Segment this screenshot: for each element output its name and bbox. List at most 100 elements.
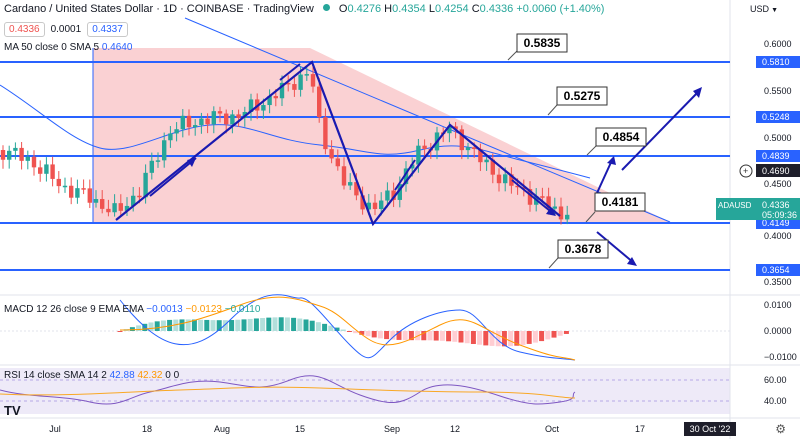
zigzag-line[interactable] (115, 60, 561, 227)
svg-text:0.5248: 0.5248 (762, 112, 790, 122)
currency-selector[interactable]: USD ▼ (750, 4, 778, 14)
macd-bar (464, 331, 470, 344)
macd-bar (402, 331, 408, 341)
candle-body (236, 114, 241, 118)
candle-body (527, 189, 533, 205)
callout-4[interactable]: 0.4181 (594, 192, 646, 212)
macd-bar (278, 317, 284, 331)
arrow-up-6 (621, 89, 701, 171)
spread-value: 0.0001 (50, 24, 82, 35)
macd-bar (160, 320, 166, 331)
tradingview-logo-icon: TV (4, 403, 21, 418)
symbol-title[interactable]: Cardano / United States Dollar · 1D · CO… (4, 3, 314, 15)
candle-body (379, 200, 384, 210)
svg-text:0.4149: 0.4149 (762, 218, 790, 228)
arrowhead-up-5 (607, 156, 616, 165)
candle-body (366, 202, 371, 210)
svg-text:0.4690: 0.4690 (762, 166, 790, 176)
candle-body (81, 188, 86, 190)
candle-body (521, 187, 526, 190)
candle-body (410, 164, 415, 169)
svg-text:0.4839: 0.4839 (762, 151, 790, 161)
candle-body (193, 125, 198, 128)
candle-body (354, 182, 359, 196)
candle-body (335, 158, 340, 167)
candle-body (292, 84, 297, 90)
svg-text:Sep: Sep (384, 424, 400, 434)
price-tick: 0.5000 (764, 133, 792, 143)
candle-body (137, 195, 142, 198)
candle-body (360, 195, 365, 210)
price-tick: 0.4000 (764, 231, 792, 241)
callout-pointers (507, 50, 597, 269)
macd-bar (216, 320, 222, 331)
macd-bar (235, 319, 241, 331)
rsi-line (0, 375, 576, 405)
candle-body (31, 156, 37, 168)
chevron-down-icon: ▼ (771, 7, 778, 14)
macd-bar (365, 331, 371, 337)
svg-text:+: + (743, 166, 748, 176)
candle-body (397, 184, 402, 200)
callout-5[interactable]: 0.3678 (557, 239, 609, 259)
svg-text:Oct: Oct (545, 424, 560, 434)
macd-bar (340, 329, 346, 331)
candle-body (372, 202, 378, 210)
macd-bar (551, 331, 557, 338)
add-alert-icon[interactable] (739, 164, 753, 178)
ma-legend[interactable]: MA 50 close 0 SMA 5 0.4640 (4, 42, 133, 53)
svg-text:0.5835: 0.5835 (524, 36, 561, 50)
candle-body (118, 203, 123, 211)
callout-3[interactable]: 0.4854 (595, 127, 647, 147)
candle-body (558, 206, 564, 220)
candle-body (391, 190, 396, 200)
macd-legend[interactable]: MACD 12 26 close 9 EMA EMA −0.0013 −0.01… (4, 304, 261, 315)
current-price-badge (716, 198, 800, 220)
chart-header: Cardano / United States Dollar · 1D · CO… (4, 3, 604, 15)
arrow-up-3 (394, 159, 416, 191)
candle-body (131, 195, 136, 206)
macd-bar (483, 331, 489, 346)
candle-body (106, 208, 111, 213)
callout-2[interactable]: 0.5275 (556, 86, 608, 106)
candle-body (199, 118, 204, 126)
gear-icon[interactable]: ⚙ (775, 422, 786, 436)
macd-bar (508, 331, 514, 347)
macd-bar (371, 331, 377, 338)
arrow-up-5 (596, 157, 614, 194)
wave-drawing (115, 60, 702, 266)
svg-text:0.3654: 0.3654 (762, 265, 790, 275)
price-axis[interactable]: 0.6000 0.5500 0.5000 0.4500 0.4000 0.350… (764, 39, 792, 287)
candle-body (168, 133, 173, 141)
arrow-down-7 (596, 231, 635, 264)
buy-button[interactable]: 0.4337 (87, 22, 128, 37)
macd-bar (253, 318, 259, 331)
macd-bar (272, 317, 278, 331)
svg-text:0.0100: 0.0100 (764, 300, 792, 310)
candle-body (298, 74, 303, 90)
sell-button[interactable]: 0.4336 (4, 22, 45, 37)
candle-body (484, 159, 489, 163)
macd-bar (129, 327, 135, 331)
macd-bar (222, 320, 228, 331)
candle-body (503, 174, 508, 184)
candle-body (565, 214, 570, 220)
rsi-legend[interactable]: RSI 14 close SMA 14 2 42.88 42.32 0 0 (4, 370, 180, 381)
candle-body (341, 166, 347, 186)
candle-body (546, 196, 551, 209)
svg-text:0.5275: 0.5275 (564, 89, 601, 103)
level-lines (0, 61, 730, 271)
macd-bar (309, 320, 315, 331)
svg-text:40.00: 40.00 (764, 396, 787, 406)
svg-text:05:09:36: 05:09:36 (762, 210, 797, 220)
callout-1[interactable]: 0.5835 (516, 33, 568, 53)
candle-body (100, 199, 105, 209)
candle-body (304, 74, 309, 76)
time-axis[interactable]: Jul 18 Aug 15 Sep 12 Oct 17 30 Oct '22 (49, 422, 736, 436)
candle-body (310, 74, 316, 87)
level-badge-2 (756, 111, 800, 123)
candle-body (422, 145, 427, 149)
macd-bar (136, 325, 142, 331)
